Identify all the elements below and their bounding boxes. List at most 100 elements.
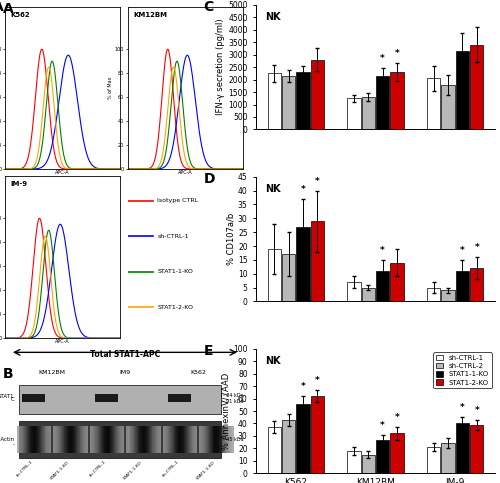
Bar bbox=[296, 227, 310, 301]
Bar bbox=[310, 396, 324, 473]
Bar bbox=[148, 426, 149, 453]
Bar bbox=[70, 426, 72, 453]
Bar bbox=[186, 426, 187, 453]
Bar bbox=[98, 426, 99, 453]
Text: STAT1-1-KO: STAT1-1-KO bbox=[196, 460, 216, 480]
Bar bbox=[228, 426, 229, 453]
Bar bbox=[200, 426, 201, 453]
Text: IM9: IM9 bbox=[120, 369, 130, 375]
Bar bbox=[90, 426, 92, 453]
Bar bbox=[130, 426, 132, 453]
Y-axis label: IFN-γ secretion (pg/ml): IFN-γ secretion (pg/ml) bbox=[216, 19, 226, 115]
Bar bbox=[390, 72, 404, 129]
Legend: sh-CTRL-1, sh-CTRL-2, STAT1-1-KO, STAT1-2-KO: sh-CTRL-1, sh-CTRL-2, STAT1-1-KO, STAT1-… bbox=[434, 352, 492, 388]
Text: Total STAT1-APC: Total STAT1-APC bbox=[90, 351, 160, 359]
Bar bbox=[65, 426, 66, 453]
Bar bbox=[180, 426, 182, 453]
Bar bbox=[470, 268, 484, 301]
Bar bbox=[195, 426, 196, 453]
Text: *: * bbox=[315, 376, 320, 385]
Bar bbox=[214, 426, 215, 453]
Bar bbox=[18, 426, 19, 453]
Bar bbox=[151, 426, 152, 453]
Bar bbox=[232, 426, 233, 453]
Bar bbox=[121, 426, 122, 453]
Bar bbox=[168, 397, 191, 402]
Bar bbox=[310, 221, 324, 301]
Bar bbox=[220, 426, 222, 453]
Bar bbox=[64, 426, 65, 453]
Bar bbox=[310, 60, 324, 129]
Bar bbox=[25, 426, 26, 453]
Bar bbox=[55, 426, 56, 453]
Text: A: A bbox=[0, 0, 4, 14]
Bar bbox=[209, 426, 210, 453]
Bar bbox=[143, 426, 144, 453]
Text: *: * bbox=[380, 55, 385, 63]
Text: STAT1-1-KO: STAT1-1-KO bbox=[50, 460, 70, 480]
Bar bbox=[56, 426, 57, 453]
Bar bbox=[282, 255, 295, 301]
Bar bbox=[140, 426, 141, 453]
Text: NK: NK bbox=[266, 356, 281, 366]
Bar bbox=[201, 426, 202, 453]
Bar bbox=[33, 426, 34, 453]
Bar bbox=[145, 426, 146, 453]
Text: - 84 kDa: - 84 kDa bbox=[224, 393, 244, 398]
Bar bbox=[142, 426, 143, 453]
Text: NK: NK bbox=[266, 12, 281, 22]
Bar bbox=[22, 397, 45, 402]
Bar bbox=[160, 426, 161, 453]
Text: sh-CTRL-1: sh-CTRL-1 bbox=[162, 460, 180, 478]
Bar bbox=[105, 426, 106, 453]
Bar bbox=[128, 426, 129, 453]
Bar bbox=[38, 426, 39, 453]
Bar bbox=[72, 426, 74, 453]
Bar bbox=[136, 426, 138, 453]
Bar bbox=[34, 426, 35, 453]
Bar bbox=[470, 425, 484, 473]
Bar bbox=[127, 426, 128, 453]
Text: *: * bbox=[300, 185, 306, 194]
Bar bbox=[96, 394, 118, 399]
Bar bbox=[282, 420, 295, 473]
Bar bbox=[217, 426, 218, 453]
Y-axis label: % AnnexinV/7AAD: % AnnexinV/7AAD bbox=[222, 372, 230, 450]
Bar bbox=[174, 426, 176, 453]
Bar bbox=[48, 426, 50, 453]
Text: K562: K562 bbox=[190, 369, 206, 375]
Bar bbox=[456, 51, 469, 129]
Bar bbox=[153, 426, 154, 453]
Text: β-Actin: β-Actin bbox=[0, 437, 14, 442]
Bar bbox=[231, 426, 232, 453]
Text: STAT1: STAT1 bbox=[0, 394, 14, 399]
Bar bbox=[376, 76, 390, 129]
Bar bbox=[87, 426, 88, 453]
Text: KM12BM: KM12BM bbox=[133, 12, 167, 18]
Bar bbox=[43, 426, 44, 453]
Bar bbox=[67, 426, 68, 453]
Bar bbox=[155, 426, 156, 453]
Bar bbox=[46, 426, 47, 453]
Bar bbox=[122, 426, 123, 453]
Bar bbox=[167, 426, 168, 453]
Bar bbox=[77, 426, 78, 453]
Text: STAT1-2-KO: STAT1-2-KO bbox=[158, 305, 194, 310]
Bar bbox=[21, 426, 22, 453]
Bar bbox=[103, 426, 104, 453]
Bar bbox=[470, 45, 484, 129]
Text: KM12BM: KM12BM bbox=[38, 369, 66, 375]
Text: *: * bbox=[380, 421, 385, 430]
Bar bbox=[205, 426, 206, 453]
Text: *: * bbox=[300, 382, 306, 391]
Text: NK: NK bbox=[266, 184, 281, 194]
Bar bbox=[442, 443, 454, 473]
Bar bbox=[108, 426, 109, 453]
Bar bbox=[184, 426, 185, 453]
Bar bbox=[39, 426, 40, 453]
Bar bbox=[96, 426, 97, 453]
Text: *: * bbox=[394, 49, 400, 58]
Bar bbox=[96, 397, 118, 402]
Bar bbox=[222, 426, 224, 453]
Bar bbox=[268, 427, 281, 473]
